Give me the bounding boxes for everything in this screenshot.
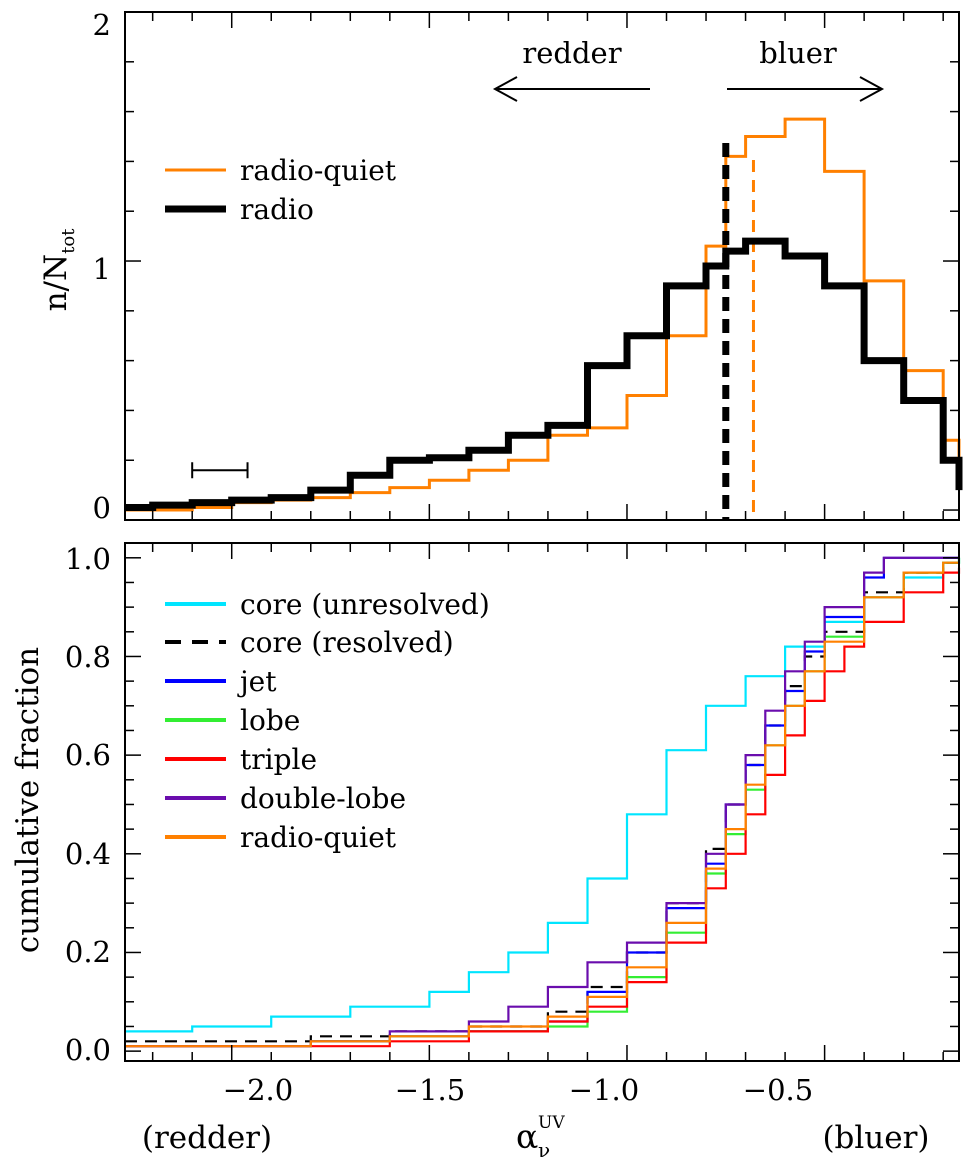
legend-label-radio-quiet-top: radio-quiet (240, 154, 397, 187)
xtick-label-1: −1.5 (395, 1073, 465, 1107)
x-note-bluer: (bluer) (822, 1120, 929, 1156)
cumulative-frame (124, 542, 960, 1062)
histogram-ytick-label-2: 2 (93, 8, 111, 42)
histogram-ylabel-sub: tot (58, 228, 79, 254)
xtick-label-2: −1.0 (569, 1073, 639, 1107)
histogram-series-group (125, 117, 963, 520)
cumulative-ytick-label-1: 0.2 (65, 935, 111, 969)
xlabel-alpha: α (516, 1117, 538, 1156)
cumulative-ytick-label-5: 1.0 (65, 542, 111, 576)
cumulative-ticks (125, 543, 959, 1061)
histogram-panel: 0 1 2 n/Ntot redder bluer radio-quiet ra… (38, 8, 963, 525)
legend-label-double-lobe: double-lobe (240, 782, 406, 815)
cumulative-ytick-label-0: 0.0 (65, 1033, 111, 1067)
legend-label-core-resolved: core (resolved) (240, 626, 454, 659)
cumulative-panel: 0.0 0.2 0.4 0.6 0.8 1.0 cumulative fract… (10, 542, 961, 1162)
arrow-label-bluer: bluer (759, 36, 837, 70)
histogram-frame (124, 11, 960, 521)
error-bar (191, 462, 249, 479)
cumulative-ylabel: cumulative fraction (10, 647, 46, 953)
histogram-ylabel-main: n/N (38, 254, 74, 312)
histogram-ytick-label-1: 1 (93, 252, 111, 286)
histogram-ylabel: n/Ntot (38, 228, 79, 312)
arrow-left-icon (492, 76, 650, 102)
legend-label-radio-quiet-bottom: radio-quiet (240, 821, 397, 854)
arrow-label-redder: redder (522, 36, 621, 70)
legend-label-triple: triple (240, 743, 317, 776)
cumulative-series-group (125, 556, 961, 1048)
xtick-label-0: −2.0 (223, 1073, 293, 1107)
cumulative-ytick-label-4: 0.8 (65, 640, 111, 674)
legend-label-core-unresolved: core (unresolved) (240, 588, 490, 621)
legend-label-radio-top: radio (240, 193, 314, 226)
arrow-right-icon (727, 76, 885, 102)
xlabel-superscript: UV (538, 1113, 565, 1133)
xtick-label-3: −0.5 (743, 1073, 813, 1107)
histogram-line-radio (125, 237, 963, 511)
legend-label-jet: jet (237, 665, 277, 698)
xlabel-subscript: ν (538, 1138, 550, 1162)
cumulative-ytick-label-3: 0.6 (65, 738, 111, 772)
x-note-redder: (redder) (142, 1120, 272, 1156)
legend-label-lobe: lobe (240, 704, 300, 737)
histogram-ytick-label-0: 0 (93, 491, 111, 525)
cumulative-ytick-label-2: 0.4 (65, 837, 111, 871)
cdf-line-radio-quiet (125, 561, 959, 1048)
